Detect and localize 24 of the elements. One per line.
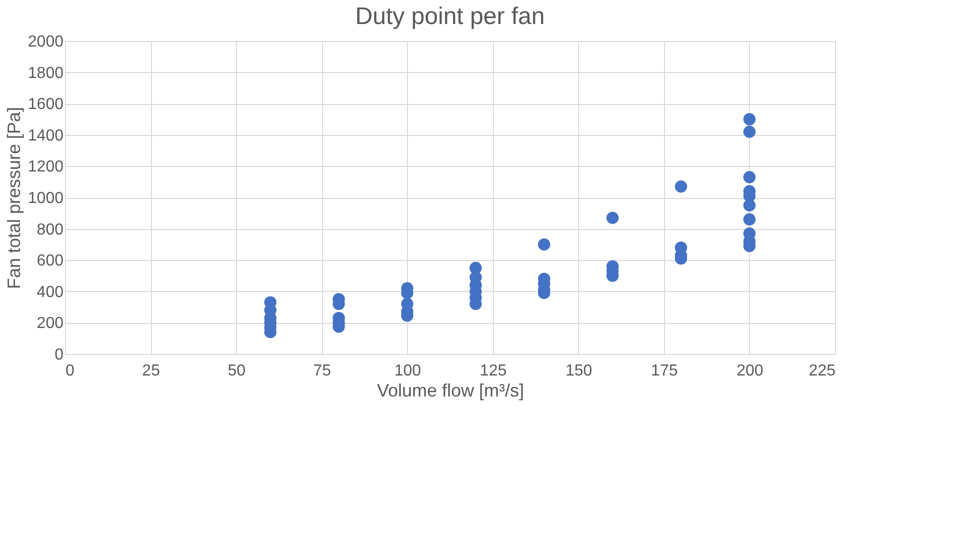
y-tick-label: 200: [36, 315, 64, 332]
chart-title: Duty point per fan: [355, 3, 545, 30]
x-tick-label: 150: [565, 362, 592, 380]
x-tick-label: 125: [480, 362, 507, 380]
x-tick-label: 50: [228, 362, 246, 380]
y-axis-title: Fan total pressure [Pa]: [4, 106, 24, 290]
y-tick-label: 400: [36, 284, 64, 301]
x-tick-label: 75: [313, 362, 332, 380]
y-tick-label: 1200: [28, 158, 64, 176]
x-tick-label: 225: [808, 362, 836, 380]
y-tick-label: 1400: [28, 127, 64, 144]
y-tick-label: 1000: [28, 190, 64, 207]
x-tick-label: 175: [651, 362, 678, 380]
y-tick-label: 0: [54, 346, 64, 364]
x-axis-title: Volume flow [m³/s]: [376, 380, 524, 400]
x-tick-label: 0: [66, 362, 74, 380]
x-tick-label: 25: [142, 362, 160, 380]
y-tick-label: 600: [36, 252, 64, 270]
x-tick-label: 200: [736, 362, 764, 380]
y-tick-label: 2000: [28, 34, 64, 50]
x-tick-label: 100: [394, 362, 422, 380]
y-tick-label: 1800: [28, 64, 64, 82]
y-tick-label: 800: [36, 221, 64, 238]
y-tick-label: 1600: [28, 96, 64, 114]
